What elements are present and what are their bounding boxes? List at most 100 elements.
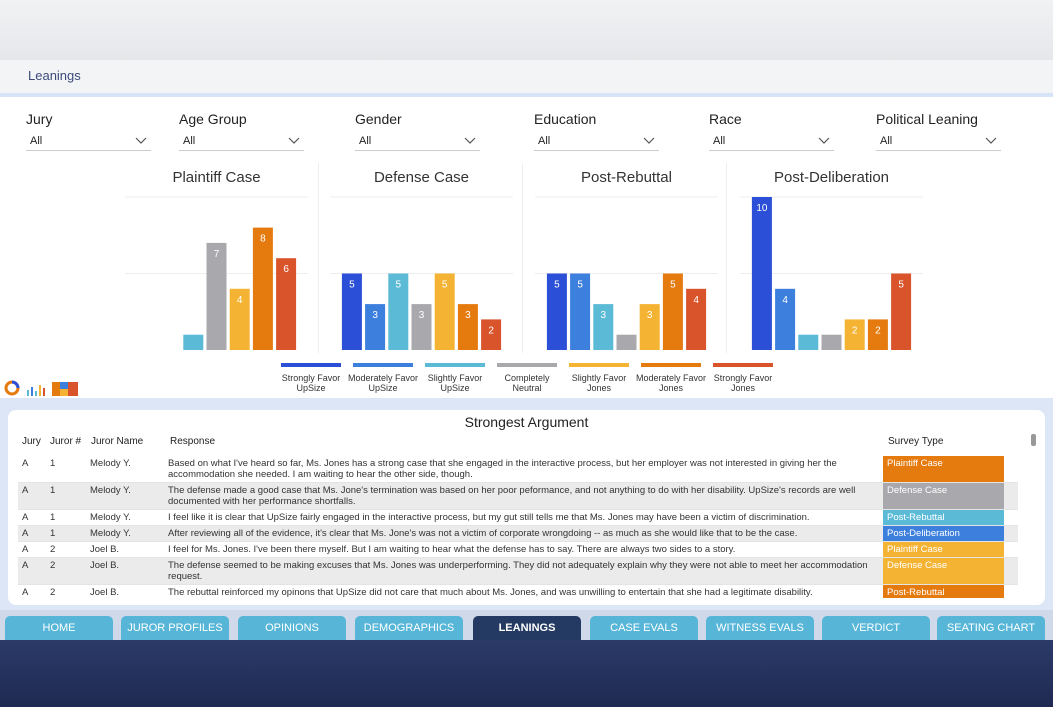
- nav-tab-leanings[interactable]: LEANINGS: [473, 616, 581, 640]
- filter-education-dropdown[interactable]: All: [534, 131, 659, 151]
- bar[interactable]: [481, 319, 502, 350]
- bar-data-label: 3: [647, 310, 653, 321]
- bar[interactable]: [206, 242, 227, 350]
- nav-tab-witness-evals[interactable]: WITNESS EVALS: [706, 616, 814, 640]
- column-header-response[interactable]: Response: [170, 436, 216, 447]
- bar[interactable]: [388, 273, 409, 351]
- filter-label: Gender: [355, 111, 402, 127]
- filter-jury-dropdown[interactable]: All: [26, 131, 151, 151]
- filter-gender: Gender All: [355, 111, 480, 151]
- legend-swatch: [569, 363, 629, 367]
- cell-jury: A: [22, 512, 29, 523]
- bar[interactable]: [662, 273, 683, 351]
- bar[interactable]: [616, 334, 637, 350]
- filter-value: All: [183, 134, 196, 147]
- stacked-chart-icon[interactable]: [52, 382, 78, 396]
- filter-race-dropdown[interactable]: All: [709, 131, 834, 151]
- cell-juror-num: 2: [50, 544, 56, 555]
- cell-juror-num: 1: [50, 485, 56, 496]
- bar[interactable]: [775, 288, 796, 350]
- legend-swatch: [281, 363, 341, 367]
- cell-response: The defense made a good case that Ms. Jo…: [168, 485, 856, 507]
- bar[interactable]: [844, 319, 865, 350]
- filter-age-group-dropdown[interactable]: All: [179, 131, 304, 151]
- filter-label: Age Group: [179, 111, 247, 127]
- cell-juror-name: Joel B.: [90, 587, 120, 598]
- cell-response: I feel for Ms. Jones. I've been there my…: [168, 544, 736, 555]
- bar[interactable]: [276, 258, 297, 350]
- nav-tab-home[interactable]: HOME: [5, 616, 113, 640]
- donut-chart-icon[interactable]: [4, 380, 20, 396]
- bar-data-label: 5: [554, 280, 560, 291]
- bar[interactable]: [798, 334, 819, 350]
- bar[interactable]: [593, 304, 614, 350]
- chart-divider: [318, 163, 319, 353]
- column-header-survey-type[interactable]: Survey Type: [888, 436, 944, 447]
- column-header-jury[interactable]: Jury: [22, 436, 41, 447]
- leanings-bar-charts: 7 4 8 6 5 3 5 3 5 3 2 5 5 3 3 5 4 10 4 2 2 5: [125, 196, 923, 351]
- bar-data-label: 3: [465, 310, 471, 321]
- bar-data-label: 2: [852, 325, 858, 336]
- nav-tab-seating-chart[interactable]: SEATING CHART: [937, 616, 1045, 640]
- filter-value: All: [538, 134, 551, 147]
- chart-title: Defense Case: [373, 169, 470, 186]
- legend-label: Strongly Favor Jones: [713, 373, 773, 393]
- bar[interactable]: [546, 273, 567, 351]
- chevron-down-icon: [288, 137, 300, 144]
- bar-data-label: 5: [670, 280, 676, 291]
- legend-label: Slightly Favor UpSize: [427, 373, 483, 393]
- bar[interactable]: [434, 273, 455, 351]
- cell-juror-name: Melody Y.: [90, 485, 131, 496]
- filter-political-leaning-dropdown[interactable]: All: [876, 131, 1001, 151]
- column-header-juror-name[interactable]: Juror Name: [91, 436, 144, 447]
- bar[interactable]: [341, 273, 362, 351]
- bar-data-label: 5: [898, 280, 904, 291]
- filter-label: Jury: [26, 111, 53, 127]
- bar-data-label: 3: [419, 310, 425, 321]
- cell-jury: A: [22, 587, 29, 598]
- filter-gender-dropdown[interactable]: All: [355, 131, 480, 151]
- bar[interactable]: [365, 304, 386, 350]
- filter-jury: Jury All: [26, 111, 151, 151]
- nav-tab-demographics[interactable]: DEMOGRAPHICS: [355, 616, 463, 640]
- nav-tab-case-evals[interactable]: CASE EVALS: [590, 616, 698, 640]
- chart-title: Post-Deliberation: [773, 169, 890, 186]
- cell-survey-type: Defense Case: [883, 558, 1004, 584]
- bar[interactable]: [183, 334, 204, 350]
- bar[interactable]: [570, 273, 591, 351]
- nav-tab-juror-profiles[interactable]: JUROR PROFILES: [121, 616, 229, 640]
- bar[interactable]: [229, 288, 250, 350]
- bar[interactable]: [751, 197, 772, 350]
- table-row: A 1 Melody Y. The defense made a good case …: [18, 483, 1018, 510]
- filter-value: All: [880, 134, 893, 147]
- legend-swatch: [353, 363, 413, 367]
- bar[interactable]: [686, 288, 707, 350]
- filter-education: Education All: [534, 111, 659, 151]
- legend-label: Strongly Favor UpSize: [281, 373, 341, 393]
- table-row: A 2 Joel B. The rebuttal reinforced my opin…: [18, 585, 1018, 598]
- table-scrollbar[interactable]: [1031, 434, 1036, 446]
- nav-tab-verdict[interactable]: VERDICT: [822, 616, 930, 640]
- table-row: A 2 Joel B. I feel for Ms. Jones. I've been…: [18, 542, 1018, 558]
- page-title-bar: Leanings: [0, 60, 1053, 97]
- filter-label: Education: [534, 111, 597, 127]
- legend-label: Slightly Favor Jones: [571, 373, 627, 393]
- bar[interactable]: [891, 273, 912, 351]
- column-header-juror-num[interactable]: Juror #: [50, 436, 82, 447]
- bar[interactable]: [867, 319, 888, 350]
- argument-table-body: A 1 Melody Y. Based on what I've heard so f…: [18, 456, 1018, 598]
- cell-jury: A: [22, 528, 29, 539]
- nav-tab-opinions[interactable]: OPINIONS: [238, 616, 346, 640]
- bar[interactable]: [457, 304, 478, 350]
- bar-chart-icon[interactable]: [26, 382, 46, 396]
- bar[interactable]: [639, 304, 660, 350]
- cell-juror-name: Joel B.: [90, 544, 120, 555]
- bar-data-label: 3: [372, 310, 378, 321]
- bar[interactable]: [252, 227, 273, 350]
- chevron-down-icon: [643, 137, 655, 144]
- bar[interactable]: [821, 334, 842, 350]
- chart-title: Plaintiff Case: [172, 169, 261, 186]
- footer-band: [0, 640, 1053, 707]
- bar[interactable]: [411, 304, 432, 350]
- legend-swatch: [713, 363, 773, 367]
